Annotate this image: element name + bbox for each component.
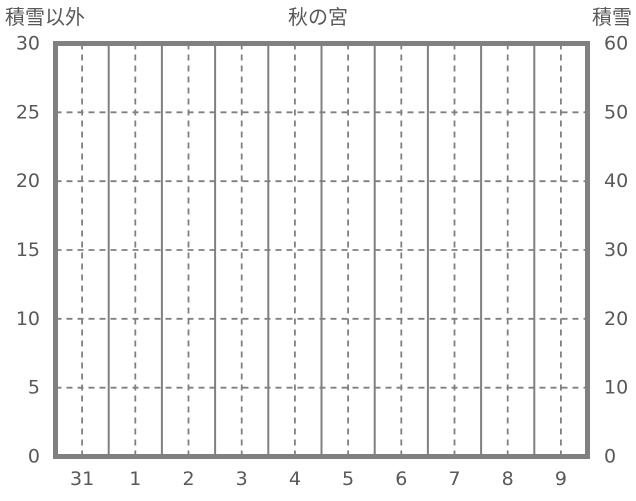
plot-border	[53, 41, 590, 459]
right-tick-label: 50	[604, 101, 628, 123]
left-tick-label: 15	[16, 239, 40, 261]
x-tick-label: 3	[236, 468, 248, 490]
right-tick-label: 0	[604, 446, 616, 468]
x-tick-label: 6	[395, 468, 407, 490]
x-tick-label: 2	[182, 468, 194, 490]
x-tick-label: 4	[289, 468, 301, 490]
x-tick-label: 7	[448, 468, 460, 490]
x-tick-label: 5	[342, 468, 354, 490]
right-tick-label: 60	[604, 33, 628, 55]
right-tick-label: 40	[604, 170, 628, 192]
left-tick-label: 30	[16, 33, 40, 55]
left-axis-title: 積雪以外	[5, 5, 85, 29]
left-tick-label: 25	[16, 101, 40, 123]
right-axis-title: 積雪	[592, 5, 632, 29]
right-tick-label: 10	[604, 377, 628, 399]
left-tick-label: 5	[28, 377, 40, 399]
left-tick-label: 10	[16, 308, 40, 330]
right-tick-label: 20	[604, 308, 628, 330]
left-tick-label: 20	[16, 170, 40, 192]
x-tick-label: 1	[129, 468, 141, 490]
x-tick-label: 8	[502, 468, 514, 490]
left-tick-label: 0	[28, 446, 40, 468]
x-tick-label: 9	[555, 468, 567, 490]
x-tick-label: 31	[70, 468, 94, 490]
chart-title: 秋の宮	[288, 5, 348, 29]
right-tick-label: 30	[604, 239, 628, 261]
